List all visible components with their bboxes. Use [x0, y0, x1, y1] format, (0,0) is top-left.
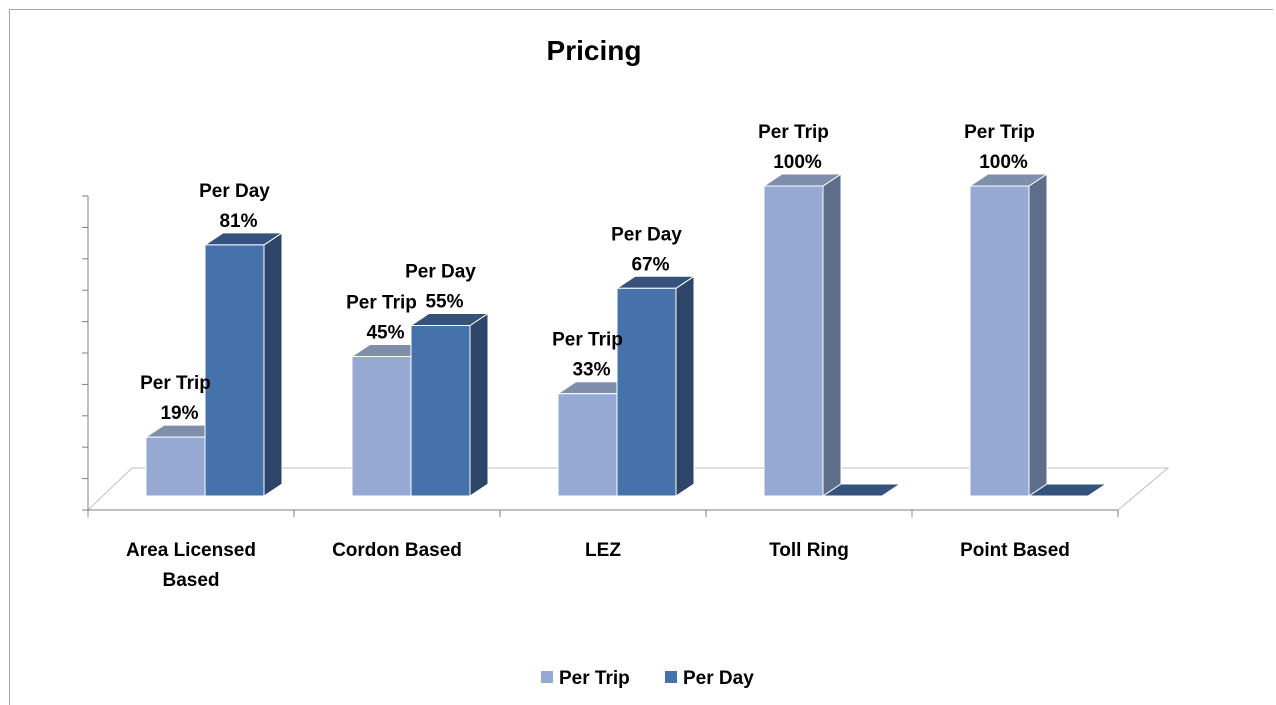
- data-label-series: Per Day: [611, 224, 682, 245]
- data-label-value: 45%: [366, 323, 404, 344]
- data-label-series: Per Trip: [140, 373, 211, 394]
- data-label-value: 81%: [219, 211, 257, 232]
- bar-front: [763, 185, 824, 497]
- data-label-value: 55%: [425, 292, 463, 313]
- data-label-value: 67%: [631, 254, 669, 275]
- data-label-value: 100%: [773, 152, 822, 173]
- bar-side: [675, 275, 695, 497]
- bar-front: [145, 436, 206, 497]
- bar-side: [263, 231, 283, 497]
- data-label-series: Per Trip: [552, 330, 623, 351]
- bar: [821, 483, 902, 497]
- data-label-value: 100%: [979, 152, 1028, 173]
- bar-front: [557, 393, 618, 497]
- legend-label: Per Trip: [559, 668, 630, 689]
- data-label-series: Per Trip: [964, 122, 1035, 143]
- bar-front: [351, 356, 412, 497]
- category-label: Point Based: [960, 540, 1070, 561]
- bar: [1027, 483, 1108, 497]
- bar: [409, 312, 490, 497]
- bar-top: [1027, 483, 1108, 497]
- data-label-value: 33%: [572, 360, 610, 381]
- bar-front: [969, 185, 1030, 497]
- bar: [762, 173, 843, 497]
- legend-label: Per Day: [683, 668, 754, 689]
- data-label-series: Per Day: [405, 262, 476, 283]
- data-label-series: Per Trip: [758, 122, 829, 143]
- legend-item: Per Trip: [541, 668, 630, 689]
- chart-title: Pricing: [547, 35, 642, 66]
- data-label-value: 19%: [160, 403, 198, 424]
- category-label: Cordon Based: [332, 540, 462, 561]
- data-label-series: Per Trip: [346, 293, 417, 314]
- category-label: Area Licensed: [126, 540, 256, 561]
- bar-side: [822, 173, 842, 497]
- bar: [203, 231, 284, 497]
- bar-top: [821, 483, 902, 497]
- legend-swatch: [541, 671, 553, 683]
- bar-front: [204, 244, 265, 497]
- data-label-series: Per Day: [199, 181, 270, 202]
- bar-front: [616, 287, 677, 497]
- bar-side: [469, 312, 489, 497]
- bar: [615, 275, 696, 497]
- bar-front: [410, 325, 471, 497]
- category-label: LEZ: [585, 540, 621, 561]
- legend-swatch: [665, 671, 677, 683]
- bar: [968, 173, 1049, 497]
- bar-side: [1028, 173, 1048, 497]
- category-label: Toll Ring: [769, 540, 849, 561]
- legend-item: Per Day: [665, 668, 754, 689]
- category-label: Based: [162, 570, 219, 591]
